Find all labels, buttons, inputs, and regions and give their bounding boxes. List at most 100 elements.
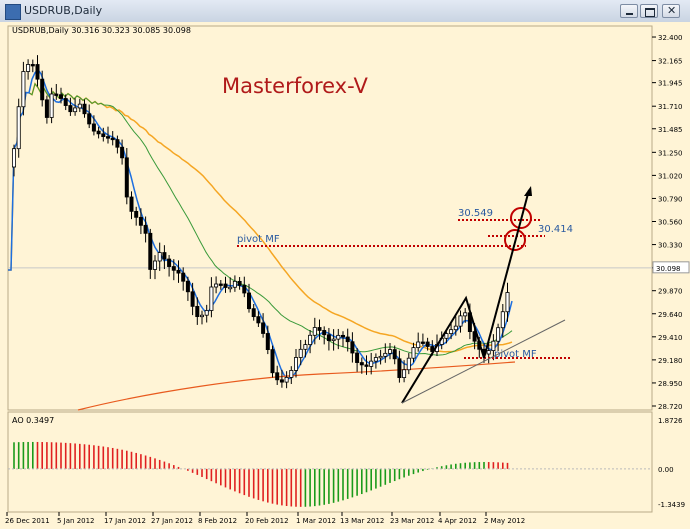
title-bar: USDRUB,Daily ✕: [0, 0, 690, 23]
price-axis: 32.400 32.165 31.945 31.710 31.485 31.250 31.0…: [8, 34, 690, 411]
candle-body: [40, 78, 45, 101]
candle-body: [387, 349, 392, 354]
candle-body: [420, 341, 425, 344]
ao-axis: 1.8726 0.00 -1.3439: [658, 417, 685, 509]
candle-body: [87, 113, 92, 125]
candle-body: [284, 376, 289, 383]
time-tick-label: 1 Mar 2012: [296, 517, 336, 525]
candle-body: [237, 280, 242, 286]
candle-body: [129, 196, 134, 212]
candle-body: [251, 308, 256, 318]
candle-body: [340, 334, 345, 338]
candle-body: [124, 157, 129, 198]
time-tick-label: 23 Mar 2012: [390, 517, 434, 525]
candle-body: [167, 258, 172, 267]
candle-body: [157, 252, 162, 262]
candle-body: [138, 216, 143, 226]
candle-body: [16, 106, 21, 150]
candle-body: [181, 272, 186, 282]
candle-body: [289, 370, 294, 378]
candle-body: [383, 352, 388, 357]
price-tick-label: 28.950: [658, 380, 683, 388]
candle-body: [345, 336, 350, 343]
candle-body: [397, 358, 402, 378]
candle-body: [232, 280, 237, 288]
candle-body: [491, 340, 496, 352]
price-tick-label: 30.790: [658, 195, 683, 203]
ao-tick-label: 0.00: [658, 466, 674, 474]
candle-body: [228, 286, 233, 290]
candle-body: [322, 330, 327, 336]
candle-body: [444, 333, 449, 339]
candle-body: [350, 341, 355, 354]
candle-body: [275, 372, 280, 381]
time-tick-label: 13 Mar 2012: [340, 517, 384, 525]
candle-body: [242, 284, 247, 294]
candle-body: [120, 146, 125, 159]
target-projection-line: [483, 189, 530, 359]
price-tick-label: 29.640: [658, 311, 683, 319]
candle-body: [35, 64, 40, 80]
candle-body: [63, 98, 68, 106]
candle-body: [486, 350, 491, 355]
candle-body: [293, 357, 298, 371]
candle-body: [77, 103, 82, 109]
time-tick-label: 5 Jan 2012: [57, 517, 95, 525]
candle-body: [373, 357, 378, 362]
candle-body: [54, 93, 59, 96]
target-circle-lower: [504, 229, 526, 251]
candle-body: [458, 315, 463, 327]
candle-body: [261, 322, 266, 334]
ma-long-line: [77, 361, 516, 411]
candle-body: [425, 341, 430, 347]
watermark: Masterforex-V: [222, 74, 368, 98]
price-tick-label: 31.250: [658, 149, 683, 157]
minimize-button[interactable]: [620, 4, 638, 18]
price-tick-label: 30.560: [658, 219, 683, 227]
candle-body: [331, 338, 336, 342]
time-tick-label: 17 Jan 2012: [104, 517, 146, 525]
wave-pattern-line: [401, 295, 485, 404]
candle-body: [303, 344, 308, 350]
price-chart[interactable]: USDRUB,Daily 30.316 30.323 30.085 30.098…: [0, 22, 690, 529]
candle-body: [308, 334, 313, 346]
time-tick-label: 4 Apr 2012: [438, 517, 477, 525]
candle-body: [449, 329, 454, 334]
candle-body: [223, 283, 228, 288]
price-tick-label: 31.020: [658, 172, 683, 180]
candle-body: [59, 94, 64, 99]
candle-body: [176, 269, 181, 274]
chart-background: [0, 22, 690, 529]
candle-body: [279, 379, 284, 383]
pivot-label-upper: pivot MF: [237, 234, 280, 245]
ao-tick-label: -1.3439: [658, 501, 685, 509]
arrow-head-icon: [524, 186, 532, 196]
candle-body: [378, 355, 383, 359]
main-panel-frame: [7, 25, 653, 411]
price-tick-label: 32.165: [658, 58, 683, 66]
ma-mid-line: [8, 82, 513, 356]
candle-body: [49, 93, 54, 118]
candle-body: [505, 292, 510, 313]
candle-body: [209, 286, 214, 311]
candle-body: [265, 333, 270, 351]
candle-body: [44, 99, 49, 118]
close-icon: ✕: [667, 4, 677, 17]
close-button[interactable]: ✕: [662, 4, 680, 18]
time-tick-label: 26 Dec 2011: [5, 517, 50, 525]
ao-histogram: [8, 441, 652, 507]
current-price-label: 30.098: [656, 265, 681, 273]
level-lower-label: 30.414: [538, 224, 573, 235]
candle-body: [26, 64, 31, 72]
maximize-button[interactable]: [640, 4, 658, 18]
level-upper-label: 30.549: [458, 208, 493, 219]
price-tick-label: 31.945: [658, 80, 683, 88]
ao-tick-label: 1.8726: [658, 417, 683, 425]
candle-body: [317, 327, 322, 331]
candle-body: [496, 327, 501, 342]
candle-body: [73, 107, 78, 113]
candle-body: [326, 334, 331, 342]
candle-body: [101, 133, 106, 137]
candle-body: [369, 360, 374, 367]
